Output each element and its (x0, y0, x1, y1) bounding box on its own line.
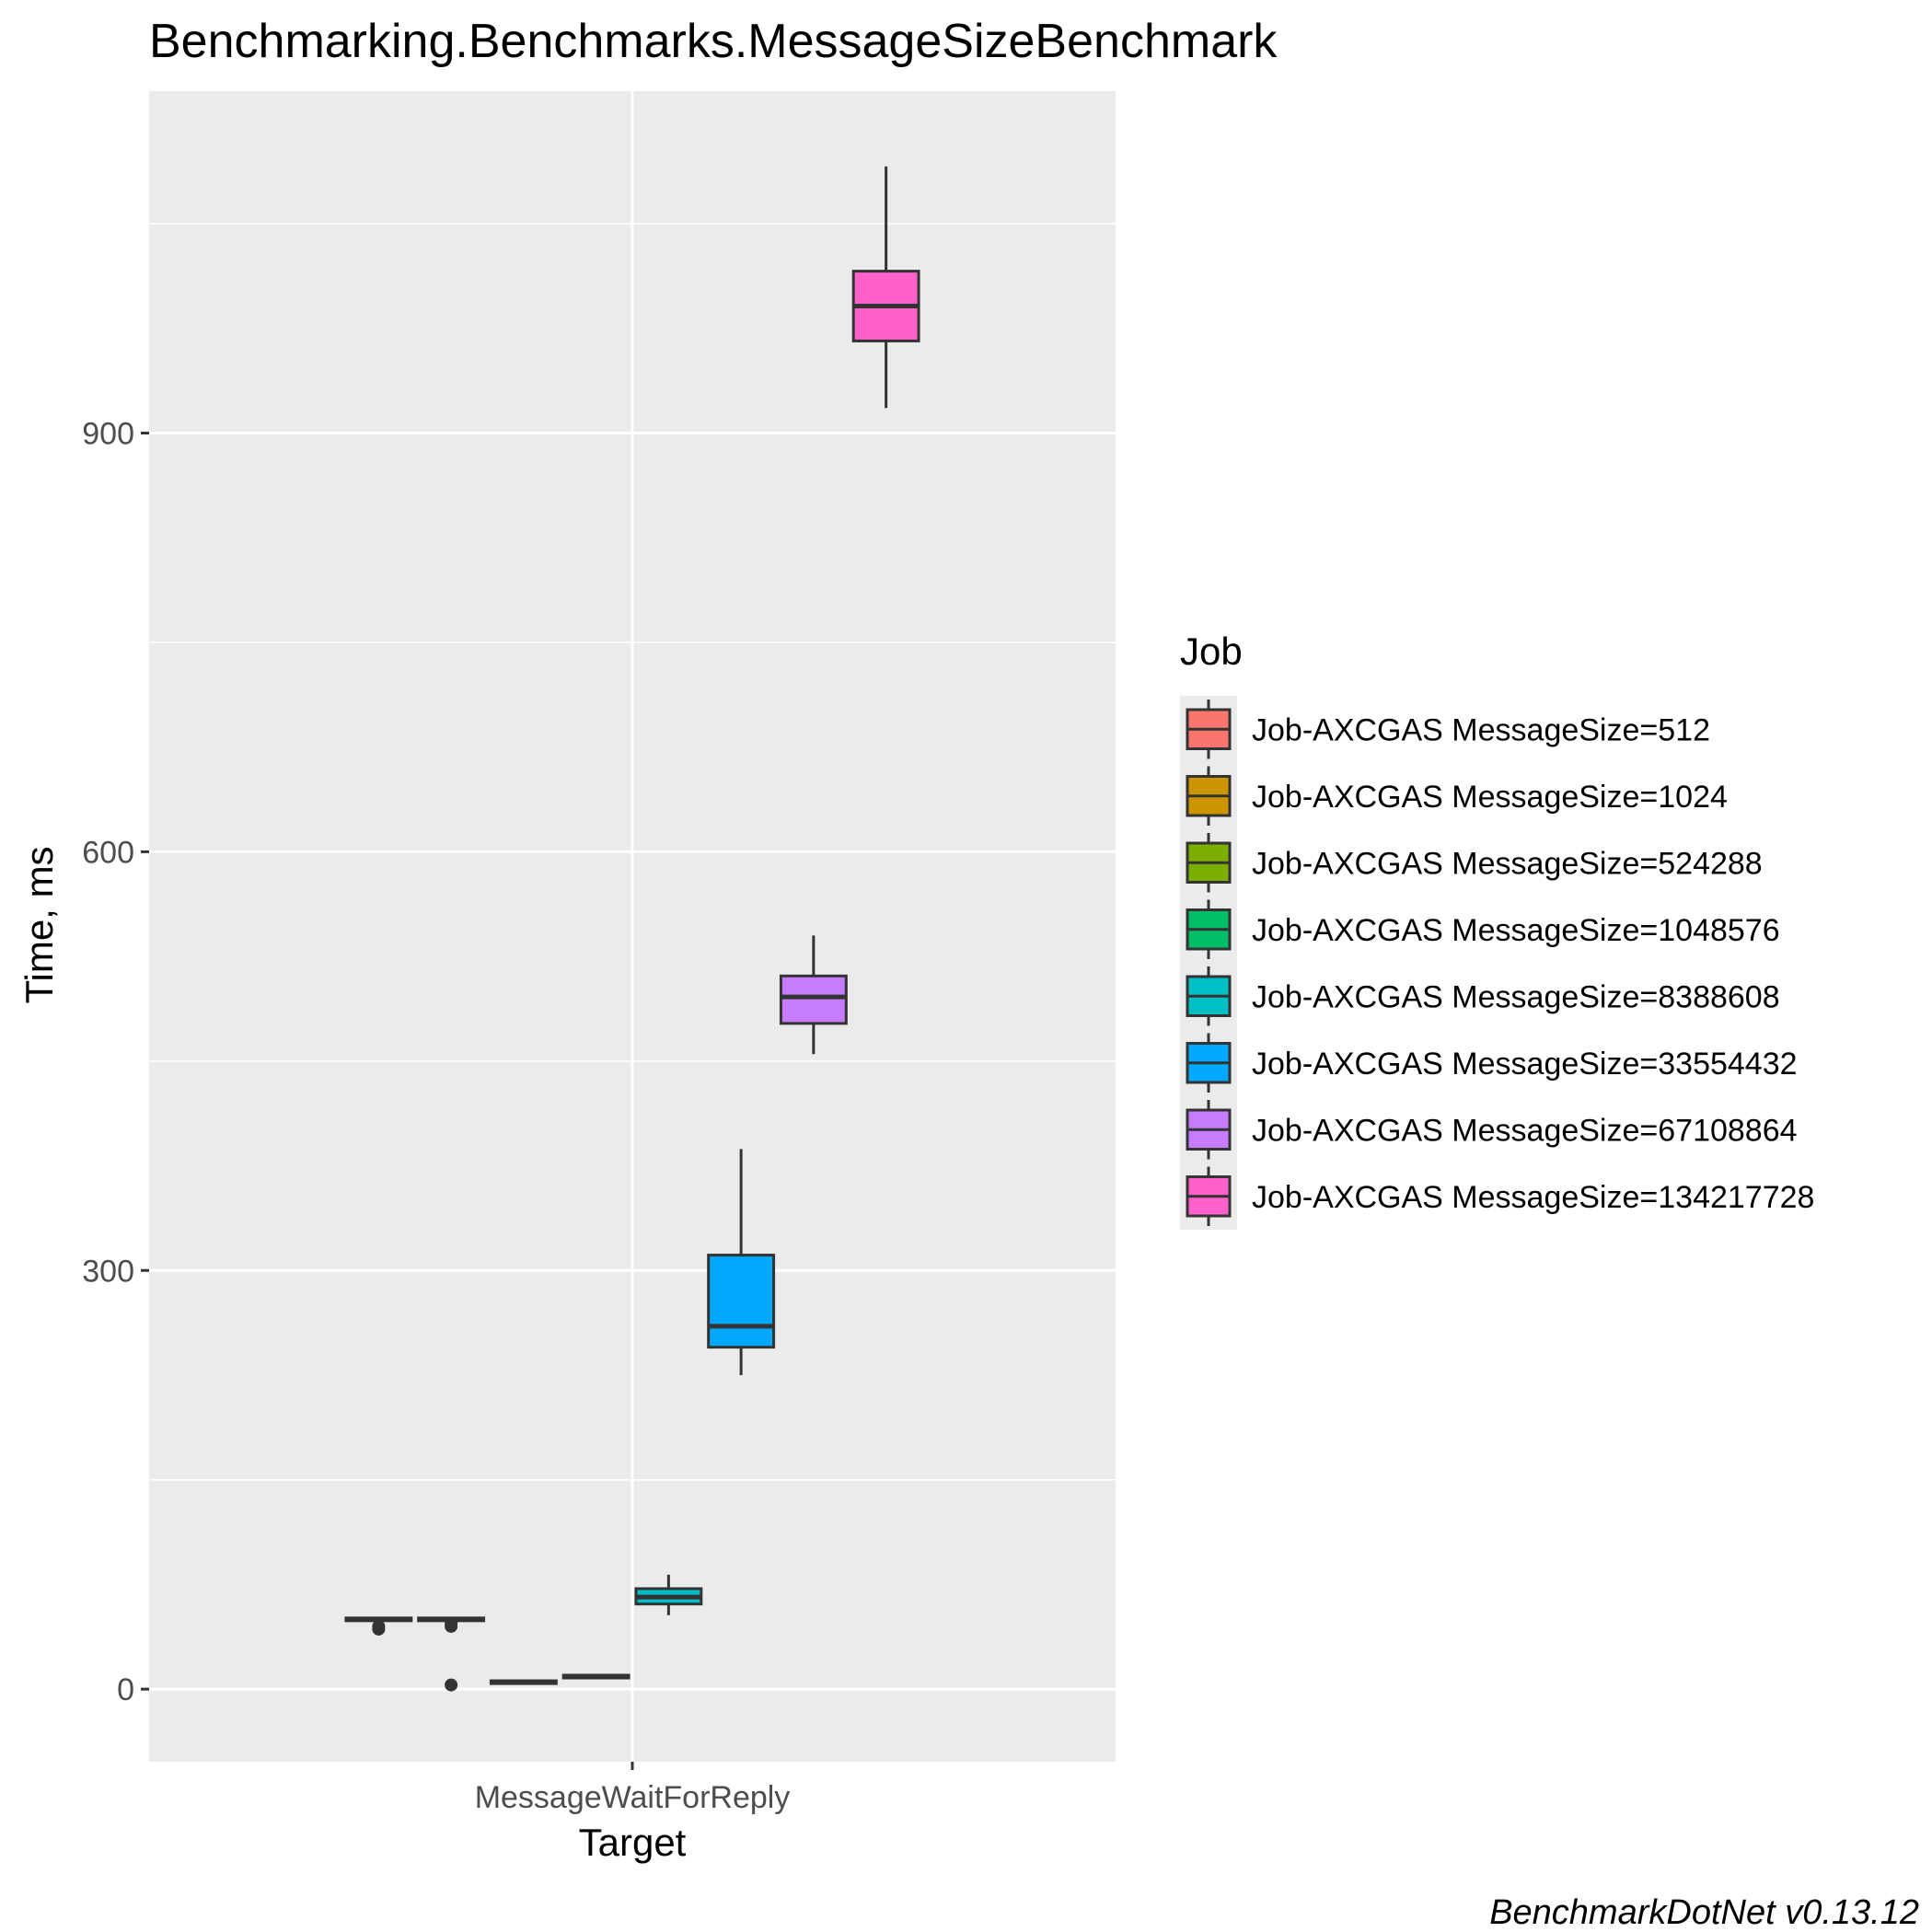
y-tick-label: 300 (82, 1254, 134, 1289)
box (707, 1254, 776, 1349)
legend-item-8: Job-AXCGAS MessageSize=134217728 (1186, 1166, 1814, 1226)
caption: BenchmarkDotNet v0.13.12 (1489, 1893, 1919, 1932)
chart-title: Benchmarking.Benchmarks.MessageSizeBench… (149, 15, 1278, 68)
legend-item-3: Job-AXCGAS MessageSize=524288 (1186, 833, 1763, 893)
legend-item-1: Job-AXCGAS MessageSize=512 (1186, 700, 1710, 759)
legend-label: Job-AXCGAS MessageSize=67108864 (1252, 1113, 1798, 1148)
x-axis-title: Target (579, 1821, 687, 1864)
legend-item-2: Job-AXCGAS MessageSize=1024 (1186, 766, 1728, 826)
legend-item-4: Job-AXCGAS MessageSize=1048576 (1186, 899, 1780, 959)
boxplots (344, 166, 920, 1692)
boxplot-5 (634, 1574, 703, 1615)
legend-label: Job-AXCGAS MessageSize=524288 (1252, 846, 1763, 881)
boxplot-3 (489, 1679, 558, 1685)
x-axis: MessageWaitForReply (475, 1762, 791, 1815)
legend-item-7: Job-AXCGAS MessageSize=67108864 (1186, 1100, 1798, 1160)
outlier-point (445, 1678, 458, 1692)
legend-item-5: Job-AXCGAS MessageSize=8388608 (1186, 966, 1780, 1026)
major-gridlines (149, 91, 1116, 1762)
legend-label: Job-AXCGAS MessageSize=1024 (1252, 780, 1728, 815)
boxplot-1 (344, 1616, 413, 1636)
legend-label: Job-AXCGAS MessageSize=8388608 (1252, 979, 1780, 1014)
boxplot-4 (561, 1673, 631, 1680)
outlier-point (445, 1616, 458, 1630)
legend: Job-AXCGAS MessageSize=512 Job-AXCGAS Mes… (1180, 696, 1814, 1230)
legend-title: Job (1180, 630, 1243, 673)
boxplot-6 (707, 1149, 776, 1375)
y-axis: 0 300 600 900 (82, 416, 149, 1707)
boxplot-2 (417, 1616, 486, 1692)
y-axis-title: Time, ms (17, 846, 61, 1003)
legend-label: Job-AXCGAS MessageSize=512 (1252, 712, 1710, 747)
y-tick-label: 900 (82, 416, 134, 451)
y-tick-label: 600 (82, 835, 134, 870)
legend-label: Job-AXCGAS MessageSize=134217728 (1252, 1180, 1814, 1215)
boxplot-7 (779, 935, 848, 1055)
box (779, 974, 848, 1025)
boxplot-8 (851, 166, 920, 409)
legend-item-6: Job-AXCGAS MessageSize=33554432 (1186, 1033, 1798, 1093)
y-tick-label: 0 (117, 1672, 134, 1707)
x-tick-label: MessageWaitForReply (475, 1780, 791, 1815)
outlier-point (372, 1619, 386, 1633)
legend-label: Job-AXCGAS MessageSize=33554432 (1252, 1047, 1798, 1082)
legend-label: Job-AXCGAS MessageSize=1048576 (1252, 913, 1780, 948)
